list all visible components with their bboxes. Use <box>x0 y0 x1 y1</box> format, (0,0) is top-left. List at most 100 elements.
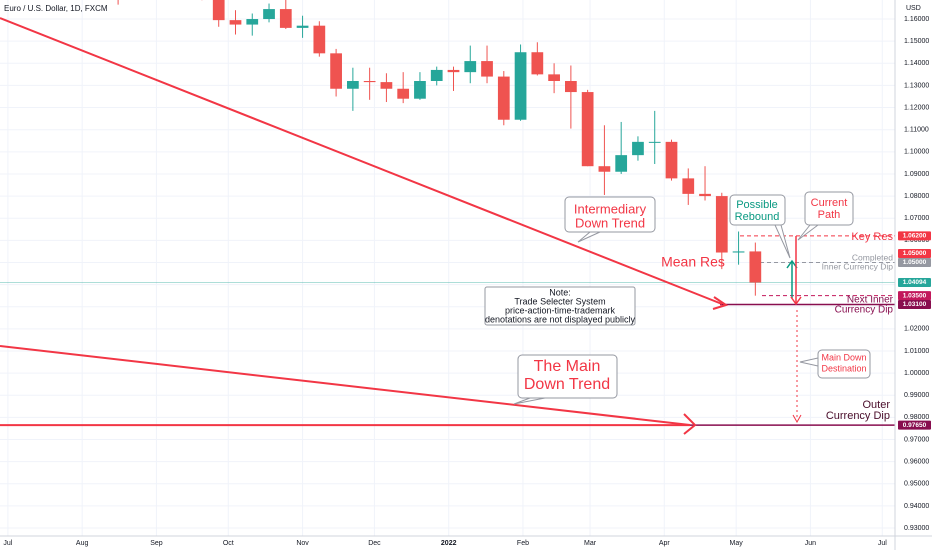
y-tick-label: 1.10000 <box>904 149 929 156</box>
y-tick-label: 0.98000 <box>904 414 929 421</box>
y-tick-label: 0.99000 <box>904 392 929 399</box>
candle-body <box>581 92 594 167</box>
key-res-label: Key Res <box>851 231 893 243</box>
note-text: denotations are not displayed publicly <box>485 314 636 324</box>
price-label-box <box>898 257 931 267</box>
price-label-box <box>898 300 931 310</box>
candle-body <box>548 74 560 81</box>
candle-body <box>699 193 711 197</box>
candle-body <box>430 69 443 81</box>
callout-text: Path <box>818 209 841 221</box>
x-tick-label: 2022 <box>441 540 457 547</box>
callout-text: The Main <box>534 358 601 375</box>
candle-body <box>330 53 342 89</box>
callout-pointer <box>513 397 546 405</box>
callout-text: Current <box>811 197 848 209</box>
y-tick-label: 0.93000 <box>904 525 929 532</box>
arrow-head <box>712 296 729 310</box>
y-tick-label: 1.09000 <box>904 171 929 178</box>
note-box <box>484 286 636 326</box>
callout-text: Main Down <box>821 352 866 362</box>
candle-body <box>749 251 762 283</box>
arrow-head <box>683 413 697 435</box>
price-label: 1.05000 <box>903 250 927 257</box>
candle-body <box>531 52 544 75</box>
candle-body <box>665 141 678 179</box>
callout-text: Down Trend <box>524 376 610 393</box>
candle-body <box>715 196 728 253</box>
price-label: 1.03500 <box>903 292 927 299</box>
candle-body <box>497 76 510 120</box>
price-label: 1.06200 <box>903 233 927 240</box>
outer-label: Outer <box>862 399 890 411</box>
y-tick-label: 1.00000 <box>904 370 929 377</box>
x-tick-label: Jun <box>805 540 816 547</box>
candle-body <box>263 9 275 20</box>
x-tick-label: Feb <box>517 540 529 547</box>
candles <box>117 0 762 296</box>
candle-body <box>212 0 225 21</box>
candle-body <box>732 251 745 253</box>
mean-res-label: Mean Res <box>661 254 725 270</box>
next-inner-label: Next Inner <box>847 295 894 306</box>
price-label-box <box>898 420 931 430</box>
y-tick-label: 0.96000 <box>904 458 929 465</box>
x-tick-label: May <box>730 540 744 547</box>
note-text: price-action-time-trademark <box>505 305 616 315</box>
axis-labels: 1.16000 1.15000 1.14000 1.13000 1.12000 1.110… <box>3 16 931 547</box>
completed-label: Completed <box>852 252 893 262</box>
callout-text: Intermediary <box>574 201 647 216</box>
y-tick-label: 1.13000 <box>904 82 929 89</box>
callout-pointer <box>774 224 791 259</box>
arrow-head <box>790 296 802 306</box>
y-tick-label: 1.15000 <box>904 38 929 45</box>
candle-body <box>481 61 493 77</box>
callout-box <box>729 194 786 226</box>
arrow-head <box>792 414 802 424</box>
candle-body <box>363 81 376 83</box>
candle-body <box>296 25 309 28</box>
x-tick-label: Dec <box>368 540 381 547</box>
callouts: Intermediary Down Trend The Main Down Tr… <box>484 191 894 422</box>
candle-body <box>565 81 577 93</box>
x-tick-label: Mar <box>584 540 597 547</box>
candle-body <box>246 19 259 25</box>
candle-body <box>313 25 326 54</box>
y-tick-label: 0.97000 <box>904 436 929 443</box>
intermediary-trend-line <box>0 17 723 305</box>
note-text: Note: <box>549 287 571 297</box>
price-label: 0.97650 <box>903 422 927 429</box>
x-tick-label: Jul <box>878 540 887 547</box>
note-text: Trade Selecter System <box>514 296 605 306</box>
callout-box <box>804 191 854 226</box>
y-tick-label: 1.14000 <box>904 60 929 67</box>
candle-body <box>682 178 695 194</box>
price-label-box <box>898 248 931 258</box>
candle-body <box>615 155 628 172</box>
currency-label: USD <box>906 5 921 12</box>
callout-box <box>817 349 871 379</box>
y-tick-label: 0.94000 <box>904 503 929 510</box>
candle-body <box>347 81 359 89</box>
x-tick-label: Apr <box>659 540 671 547</box>
candle-body <box>632 141 644 156</box>
outer-label: Currency Dip <box>826 410 890 422</box>
y-tick-label: 1.12000 <box>904 104 929 111</box>
candle-body <box>380 82 393 89</box>
x-tick-label: Aug <box>76 540 89 547</box>
candle-body <box>598 166 611 172</box>
callout-box <box>517 354 618 399</box>
y-tick-label: 1.11000 <box>904 127 929 134</box>
x-tick-label: Jul <box>3 540 12 547</box>
next-inner-label: Currency Dip <box>835 305 894 316</box>
price-axis <box>895 0 932 550</box>
price-label: 1.05000 <box>903 259 927 266</box>
candle-body <box>648 141 661 143</box>
y-tick-label: 1.08000 <box>904 193 929 200</box>
y-tick-label: 1.16000 <box>904 16 929 23</box>
candle-body <box>464 61 477 73</box>
callout-text: Possible <box>736 199 778 211</box>
y-tick-label: 1.06000 <box>904 237 929 244</box>
price-label-box <box>898 278 931 288</box>
